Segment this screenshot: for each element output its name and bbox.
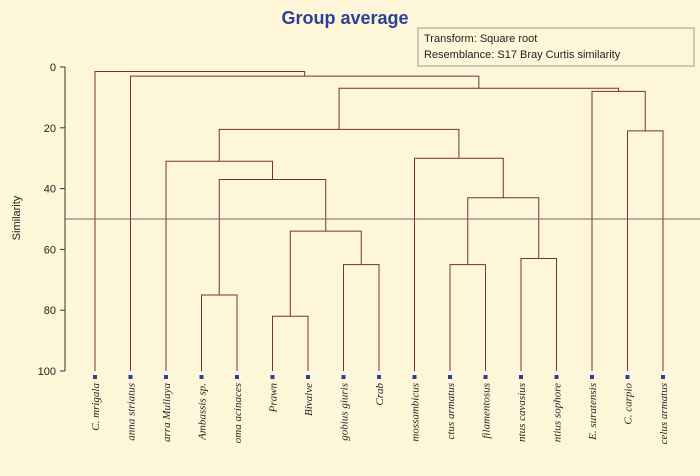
leaf-marker (93, 375, 97, 379)
y-tick-label: 20 (44, 123, 56, 135)
legend-transform: Transform: Square root (424, 33, 537, 45)
merge-branch (467, 197, 540, 265)
leaf-marker (412, 375, 417, 379)
leaf-label: C. carpio (623, 383, 635, 425)
leaf-label: filamentosus (481, 383, 493, 439)
leaf-labels: C. mrigala anna striatus arra Mullaya Ambas… (90, 375, 670, 444)
leaf-marker (235, 375, 239, 379)
leaf-marker (625, 375, 630, 379)
leaf-marker (483, 375, 488, 379)
merge-branch (627, 130, 664, 371)
chart-title: Group average (281, 8, 408, 28)
leaf-label: mossambicus (410, 383, 422, 442)
leaf-marker (590, 375, 594, 379)
leaf-label: ntus cavasius (516, 383, 528, 442)
leaf-label: Bivalve (303, 383, 315, 416)
legend-resemblance: Resemblance: S17 Bray Curtis similarity (424, 49, 621, 61)
leaf-marker (306, 375, 310, 379)
merge-branch (591, 90, 646, 371)
leaf-label: ntius sophore (552, 383, 564, 442)
leaf-label: Ambassis sp. (197, 383, 209, 441)
merge-branch (218, 128, 460, 162)
merge-branch (130, 75, 480, 371)
leaf-marker (377, 375, 381, 379)
y-axis-label: Similarity (11, 195, 23, 240)
leaf-marker (341, 375, 346, 379)
merge-branch (449, 264, 486, 371)
leaf-marker (270, 375, 275, 379)
y-tick-label: 0 (50, 62, 56, 74)
y-tick-label: 40 (44, 184, 56, 196)
leaf-marker (128, 375, 133, 379)
leaf-label: Crab (374, 383, 386, 406)
leaf-label: anna striatus (126, 383, 138, 441)
merge-branch (289, 230, 362, 317)
leaf-label: arra Mullaya (161, 383, 173, 442)
leaf-marker (661, 375, 665, 379)
leaf-label: oma acinaces (232, 383, 244, 443)
legend-frame (417, 27, 695, 67)
merge-branch (94, 71, 306, 371)
y-tick-label: 60 (44, 244, 56, 256)
y-axis: 0 20 40 60 80 100 (38, 62, 66, 378)
y-tick-label: 80 (44, 305, 56, 317)
merge-branch (218, 178, 327, 295)
leaf-marker (164, 375, 168, 379)
dendrogram-branches (94, 71, 664, 371)
merge-branch (520, 258, 557, 371)
y-tick-label: 100 (38, 366, 56, 378)
leaf-marker (448, 375, 452, 379)
leaf-marker (199, 375, 204, 379)
merge-branch (343, 264, 380, 371)
leaf-marker (554, 375, 559, 379)
leaf-marker (519, 375, 523, 379)
merge-branch (272, 315, 309, 371)
leaf-label: E. suratensis (587, 383, 599, 441)
leaf-label: celus armatus (658, 383, 670, 444)
leaf-label: gobius giuris (339, 383, 351, 441)
leaf-label: ctus armatus (445, 383, 457, 440)
leaf-label: C. mrigala (90, 383, 102, 431)
merge-branch (201, 294, 238, 371)
merge-branch (338, 87, 620, 130)
legend-box: Transform: Square root Resemblance: S17 … (417, 27, 695, 67)
leaf-label: Prawn (268, 383, 280, 414)
